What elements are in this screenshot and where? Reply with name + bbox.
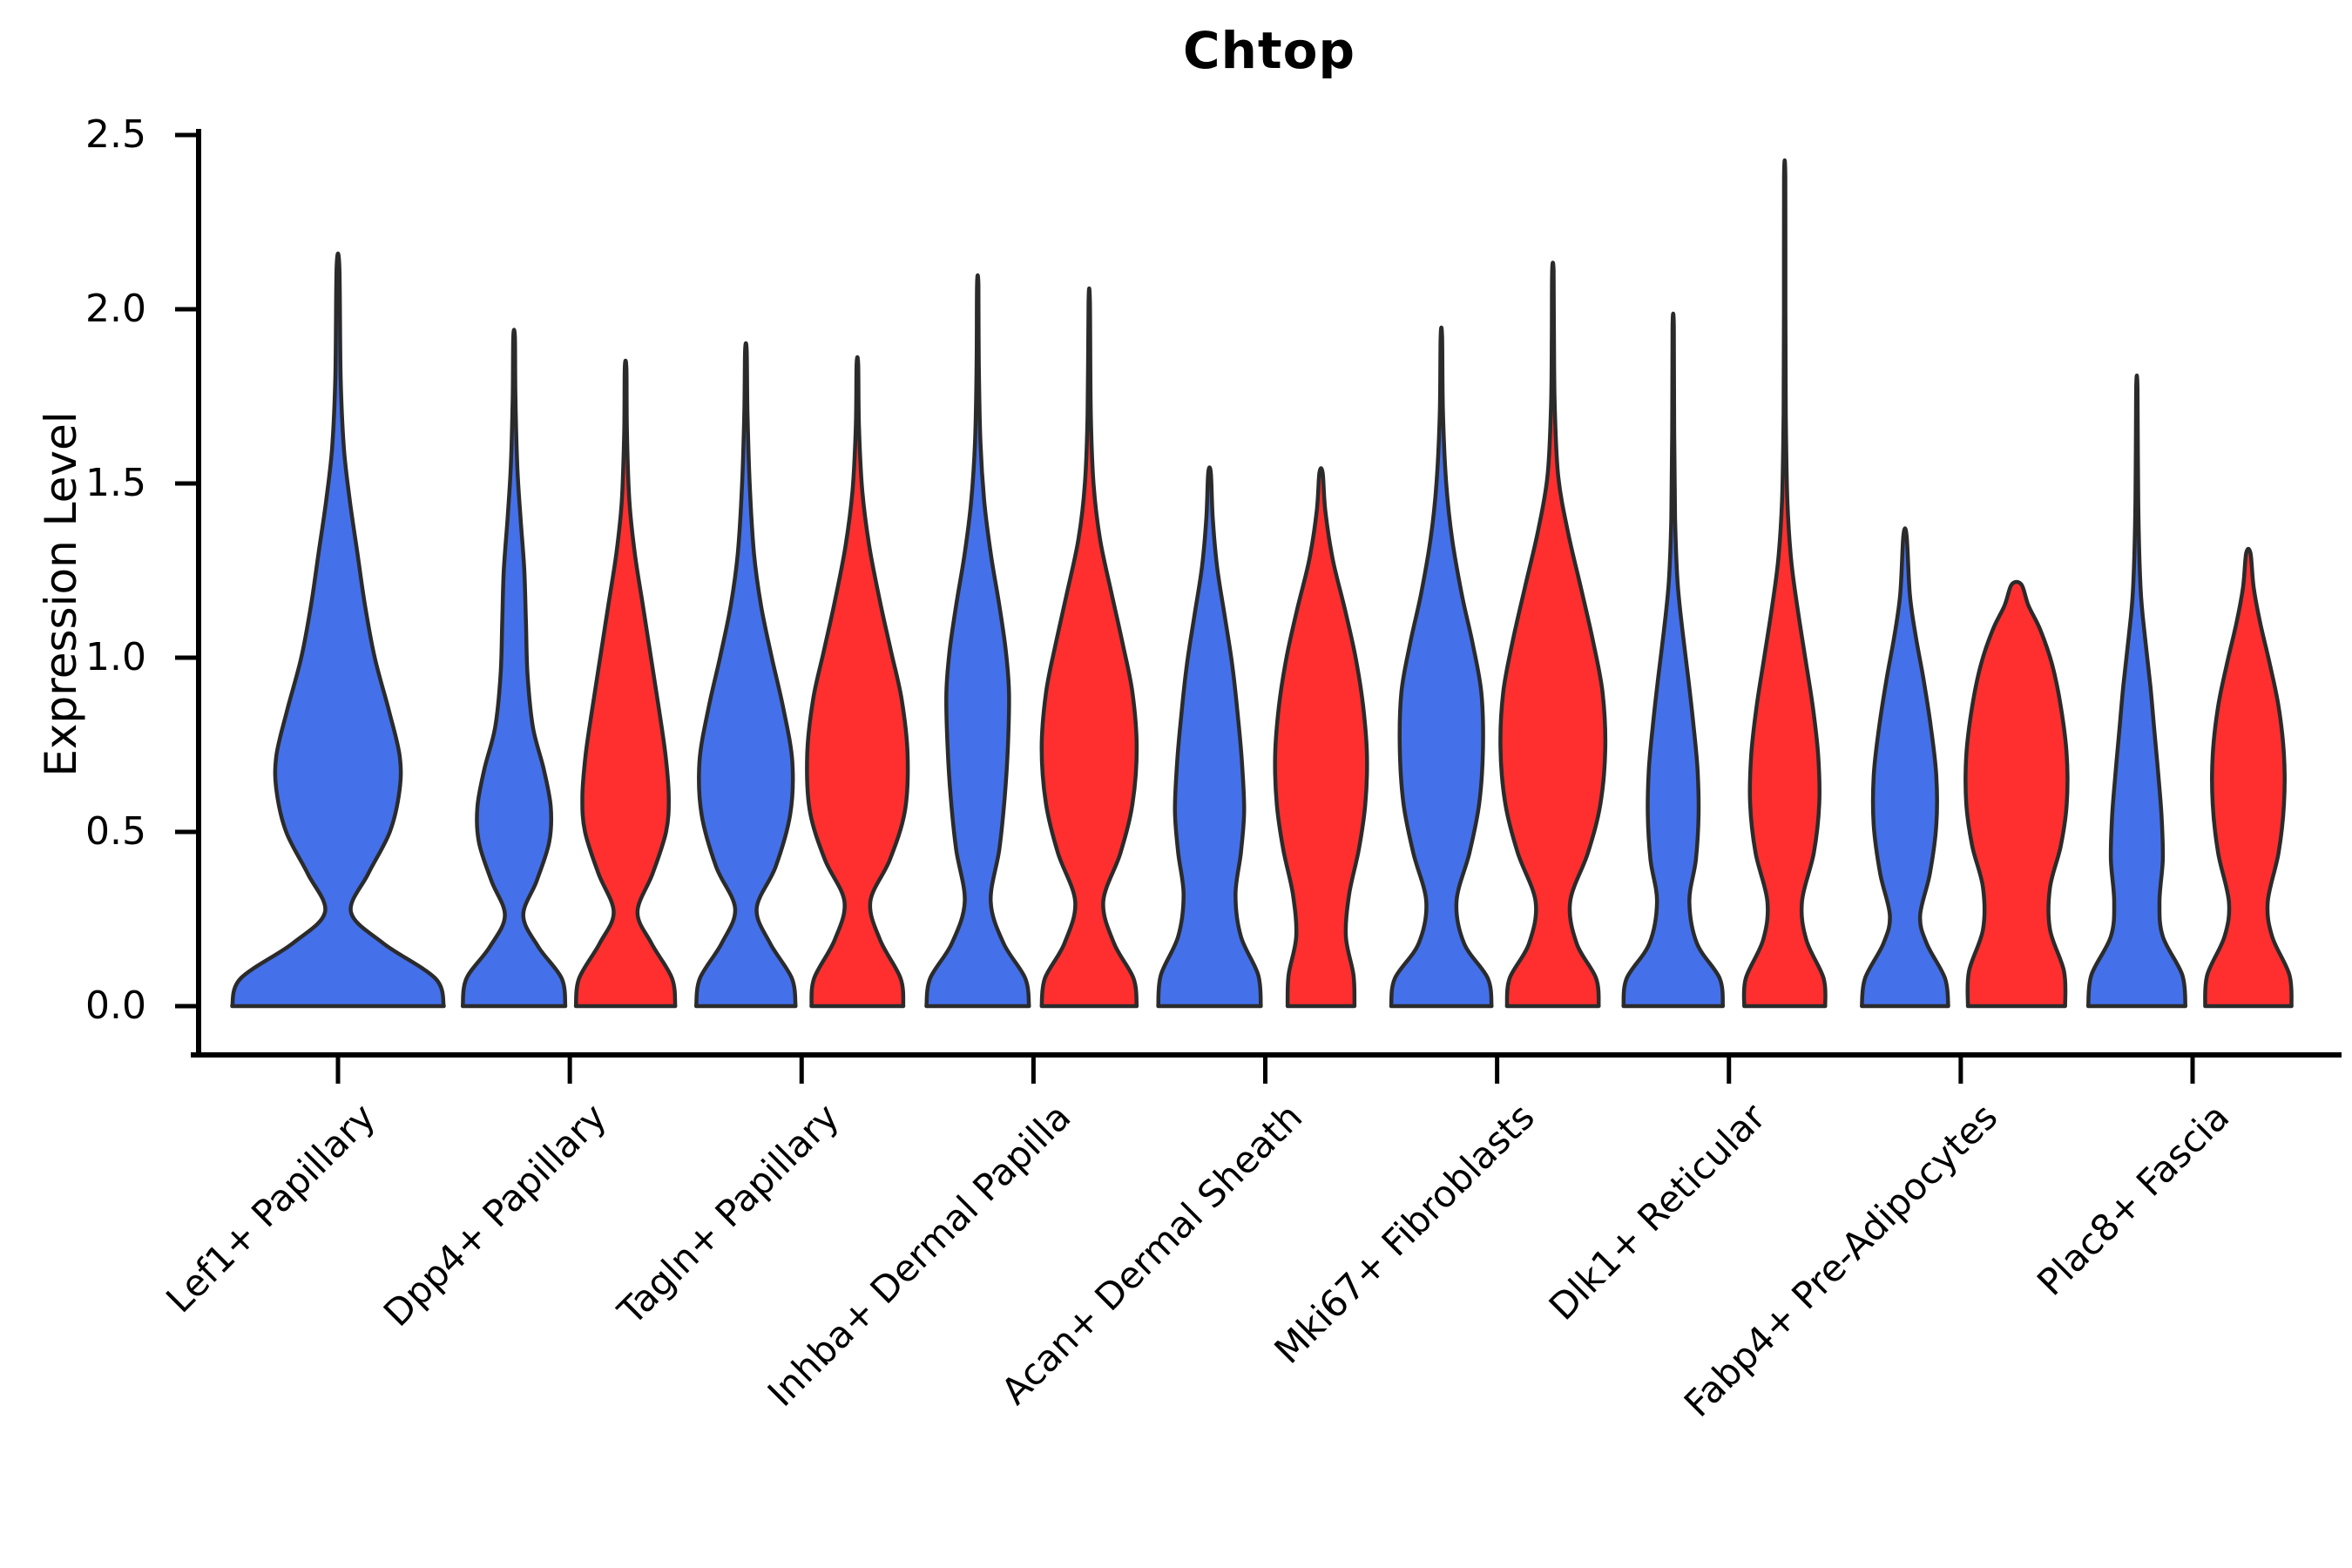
y-tick-label: 1.0	[85, 635, 146, 679]
y-tick-label: 2.0	[85, 287, 146, 331]
violin-shape	[1039, 286, 1139, 1009]
violin-shape	[1156, 465, 1263, 1009]
y-tick-label: 2.5	[85, 112, 146, 157]
y-axis-spine	[196, 129, 201, 1058]
violin-shape	[230, 251, 446, 1009]
y-tick-label: 1.5	[85, 461, 146, 505]
y-tick-label: 0.0	[85, 983, 146, 1028]
x-tick-mark	[1727, 1058, 1732, 1084]
x-tick-mark	[335, 1058, 341, 1084]
violin-shape	[693, 341, 798, 1009]
x-tick-mark	[1031, 1058, 1036, 1084]
x-tick-mark	[2190, 1058, 2195, 1084]
violin-shape	[1741, 158, 1828, 1009]
x-tick-mark	[1958, 1058, 1963, 1084]
violin-shape	[573, 358, 678, 1009]
y-tick-mark	[175, 1004, 196, 1009]
violin-shape	[460, 328, 568, 1009]
y-tick-mark	[175, 829, 196, 835]
violin-shape	[1621, 311, 1726, 1009]
violin-shape	[1389, 325, 1494, 1009]
violin-shape	[924, 273, 1031, 1009]
violin-shape	[1963, 579, 2070, 1009]
y-axis-label: Expression Level	[36, 411, 86, 777]
y-tick-mark	[175, 307, 196, 312]
x-tick-mark	[567, 1058, 572, 1084]
violin-shape	[1273, 466, 1369, 1009]
y-tick-label: 0.5	[85, 809, 146, 854]
y-tick-mark	[175, 655, 196, 660]
chart-title: Chtop	[1183, 21, 1355, 80]
violin-shape	[2085, 373, 2188, 1009]
violin-shape	[1498, 260, 1608, 1009]
y-tick-mark	[175, 132, 196, 138]
violin-shape	[1860, 526, 1950, 1009]
x-tick-mark	[799, 1058, 804, 1084]
violin-shape	[805, 355, 910, 1009]
violin-shape	[2203, 546, 2294, 1009]
y-tick-mark	[175, 481, 196, 486]
x-tick-mark	[1495, 1058, 1500, 1084]
x-tick-mark	[1263, 1058, 1267, 1084]
x-axis-spine	[191, 1052, 2342, 1058]
